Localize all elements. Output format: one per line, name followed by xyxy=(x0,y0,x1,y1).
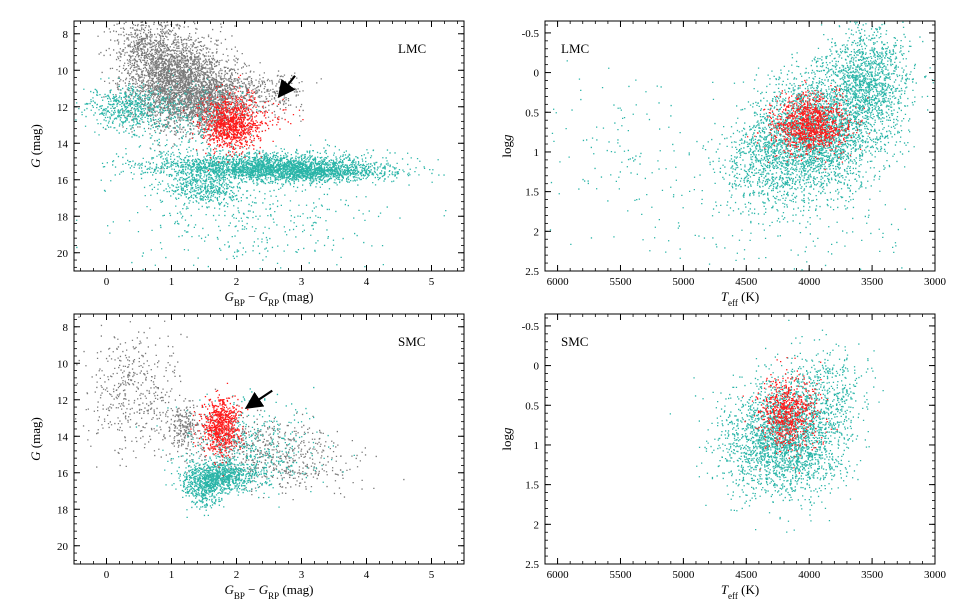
y-tick-label: 8 xyxy=(63,322,69,334)
y-tick-label: 2 xyxy=(534,226,540,238)
y-tick-label: 20 xyxy=(57,541,69,553)
x-tick-label: 4 xyxy=(364,569,370,581)
y-tick-label: 0 xyxy=(534,361,540,373)
series-red-points xyxy=(742,357,838,474)
scatter-points xyxy=(669,319,884,533)
series-teal-points xyxy=(135,386,355,518)
y-axis-label: G (mag) xyxy=(28,417,43,461)
plot-frame xyxy=(544,20,936,272)
y-tick-label: 18 xyxy=(57,211,69,223)
y-tick-label: 1.5 xyxy=(525,187,539,199)
panel-label: LMC xyxy=(561,41,589,56)
x-tick-label: 3000 xyxy=(924,569,947,581)
x-tick-label: 6000 xyxy=(547,276,570,288)
x-axis-label: Teff (K) xyxy=(721,582,759,601)
x-tick-label: 5500 xyxy=(609,276,632,288)
panel-label: SMC xyxy=(561,334,588,349)
y-tick-label: 20 xyxy=(57,248,69,260)
y-tick-label: 18 xyxy=(57,504,69,516)
y-tick-label: 2 xyxy=(534,519,540,531)
annotation-arrow xyxy=(277,75,296,99)
series-red-points xyxy=(182,74,304,172)
x-tick-label: 4500 xyxy=(735,276,758,288)
x-tick-label: 3 xyxy=(299,569,305,581)
y-tick-label: -0.5 xyxy=(522,28,540,40)
y-tick-label: 1 xyxy=(534,440,540,452)
x-tick-label: 3500 xyxy=(861,569,884,581)
y-tick-label: 0.5 xyxy=(525,107,539,119)
x-tick-label: 2 xyxy=(234,276,240,288)
y-tick-label: 2.5 xyxy=(525,266,539,278)
y-axis-label: G (mag) xyxy=(28,124,43,168)
y-tick-label: 0 xyxy=(534,68,540,80)
y-tick-label: 14 xyxy=(57,431,69,443)
y-tick-label: 16 xyxy=(57,175,69,187)
x-tick-label: 5000 xyxy=(672,276,695,288)
x-tick-label: 1 xyxy=(169,569,175,581)
series-gray-points xyxy=(75,316,405,501)
x-tick-label: 4000 xyxy=(798,569,821,581)
panel-hr_smc: 6000 5500 5000 4500 4000 3500 3000 -0.5 0 0.5 1 1.5… xyxy=(499,313,947,601)
x-axis-label: GBP − GRP (mag) xyxy=(225,289,314,308)
scatter-points xyxy=(75,316,405,518)
x-axis-label: GBP − GRP (mag) xyxy=(225,582,314,601)
x-tick-label: 1 xyxy=(169,276,175,288)
y-tick-label: 10 xyxy=(57,358,69,370)
plot-frame xyxy=(73,313,465,565)
panel-label: SMC xyxy=(398,334,425,349)
x-tick-label: 3500 xyxy=(861,276,884,288)
y-tick-label: -0.5 xyxy=(522,321,540,333)
x-tick-label: 2 xyxy=(234,569,240,581)
series-red-points xyxy=(190,382,249,477)
x-tick-label: 4500 xyxy=(735,569,758,581)
x-tick-label: 6000 xyxy=(547,569,570,581)
y-tick-label: 16 xyxy=(57,468,69,480)
x-tick-label: 5 xyxy=(429,569,435,581)
x-tick-label: 3000 xyxy=(924,276,947,288)
y-tick-label: 0.5 xyxy=(525,400,539,412)
annotation-arrow xyxy=(244,389,273,409)
x-tick-label: 0 xyxy=(104,569,110,581)
y-tick-label: 2.5 xyxy=(525,559,539,571)
y-tick-label: 14 xyxy=(57,138,69,150)
x-tick-label: 5500 xyxy=(609,569,632,581)
x-tick-label: 5 xyxy=(429,276,435,288)
scatter-points xyxy=(75,21,447,271)
series-teal-points xyxy=(549,21,934,271)
y-axis-label: logg xyxy=(499,134,514,158)
plot-frame xyxy=(73,20,465,272)
x-tick-label: 3 xyxy=(299,276,305,288)
scatter-points xyxy=(549,21,934,271)
y-tick-label: 8 xyxy=(63,29,69,41)
y-tick-label: 12 xyxy=(57,102,68,114)
x-tick-label: 4 xyxy=(364,276,370,288)
y-tick-label: 1.5 xyxy=(525,480,539,492)
series-teal-points xyxy=(75,69,447,271)
x-tick-label: 5000 xyxy=(672,569,695,581)
x-axis-label: Teff (K) xyxy=(721,289,759,308)
panel-label: LMC xyxy=(398,41,426,56)
y-tick-label: 10 xyxy=(57,65,69,77)
panel-hr_lmc: 6000 5500 5000 4500 4000 3500 3000 -0.5 0 0.5 1 1.5… xyxy=(499,20,947,308)
y-tick-label: 1 xyxy=(534,147,540,159)
series-teal-points xyxy=(669,319,884,533)
y-axis-label: logg xyxy=(499,427,514,451)
x-tick-label: 0 xyxy=(104,276,110,288)
plot-frame xyxy=(544,313,936,565)
y-tick-label: 12 xyxy=(57,395,68,407)
series-red-points xyxy=(747,79,870,171)
x-tick-label: 4000 xyxy=(798,276,821,288)
